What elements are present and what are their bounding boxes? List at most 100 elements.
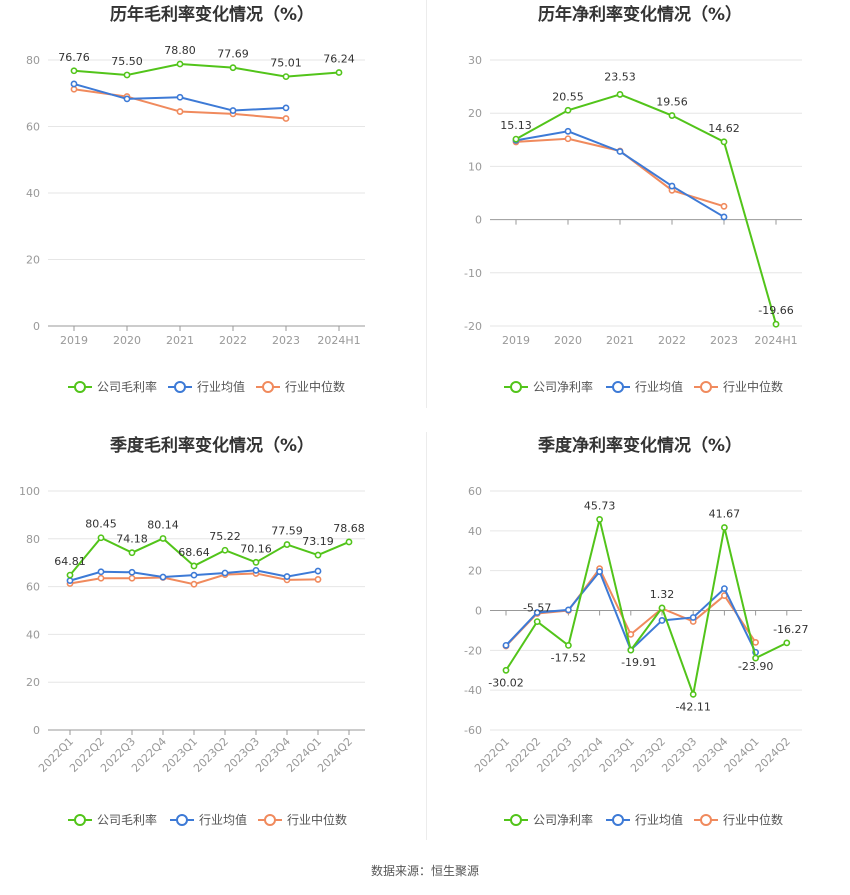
data-label: 75.01 [270, 57, 302, 70]
x-tick-label: 2024Q2 [753, 735, 793, 775]
data-point [283, 573, 291, 580]
data-point [627, 631, 635, 638]
x-tick-label: 2020 [113, 334, 141, 347]
legend-label: 公司毛利率 [97, 379, 157, 394]
data-point [564, 106, 572, 114]
y-tick-label: 0 [33, 724, 40, 737]
chart-title: 季度净利率变化情况（%） [538, 435, 742, 456]
x-tick-label: 2024H1 [317, 334, 360, 347]
y-tick-label: 60 [468, 485, 482, 498]
data-label: 1.32 [650, 588, 675, 601]
data-point [123, 71, 131, 79]
data-point [190, 580, 198, 588]
y-tick-label: 80 [26, 54, 40, 67]
data-point [533, 609, 541, 616]
data-point [689, 690, 697, 698]
legend-swatch-marker [74, 381, 86, 393]
y-tick-label: 40 [26, 187, 40, 200]
y-tick-label: -10 [464, 267, 482, 280]
data-point [314, 576, 322, 583]
data-point [252, 558, 260, 566]
data-point [345, 538, 353, 546]
chart-quarter-gross: 季度毛利率变化情况（%）0204060801002022Q12022Q22022… [19, 435, 365, 827]
legend-label: 行业均值 [635, 379, 683, 394]
data-label: -23.90 [738, 660, 773, 673]
data-label: -42.11 [675, 700, 710, 713]
legend-label: 公司净利率 [533, 812, 593, 827]
series-line [505, 519, 788, 699]
chart-title: 历年毛利率变化情况（%） [110, 4, 314, 25]
legend-swatch-marker [510, 814, 522, 826]
x-tick-label: 2024Q2 [315, 735, 355, 775]
y-tick-label: 40 [26, 628, 40, 641]
data-point [668, 182, 676, 190]
y-tick-label: 10 [468, 160, 482, 173]
data-label: 68.64 [178, 546, 210, 559]
x-tick-label: 2022 [658, 334, 686, 347]
data-point [221, 546, 229, 554]
data-point [66, 577, 74, 585]
data-label: 19.56 [656, 96, 688, 109]
x-tick-label: 2024H1 [754, 334, 797, 347]
data-label: 75.50 [111, 55, 143, 68]
y-tick-label: 20 [26, 254, 40, 267]
y-tick-label: 20 [468, 107, 482, 120]
legend-label: 行业中位数 [723, 379, 783, 394]
data-label: -19.66 [758, 304, 793, 317]
data-label: 74.18 [116, 533, 148, 546]
legend-label: 行业均值 [635, 812, 683, 827]
vertical-divider [426, 432, 427, 840]
data-point [596, 568, 603, 576]
data-point [190, 562, 198, 570]
x-tick-label: 2020 [554, 334, 582, 347]
legend-label: 行业均值 [197, 379, 245, 394]
legend-label: 行业中位数 [285, 379, 345, 394]
data-point [783, 639, 791, 647]
legend-swatch-marker [612, 814, 624, 826]
series-line [515, 130, 725, 218]
y-tick-label: -20 [464, 644, 482, 657]
legend-swatch-marker [176, 814, 188, 826]
data-point [565, 606, 572, 614]
y-tick-label: 30 [468, 54, 482, 67]
data-point [616, 91, 624, 98]
chart-title: 历年净利率变化情况（%） [538, 4, 742, 25]
data-point [658, 617, 666, 624]
data-point [627, 646, 635, 654]
y-tick-label: -40 [464, 684, 482, 697]
y-tick-label: 100 [19, 485, 40, 498]
data-point [721, 524, 728, 531]
y-tick-label: -20 [464, 320, 482, 333]
source-note: 数据来源：恒生聚源 [370, 864, 479, 878]
legend-label: 行业中位数 [723, 812, 783, 827]
series-line [515, 93, 777, 325]
y-tick-label: 60 [26, 581, 40, 594]
data-point [190, 571, 198, 579]
y-tick-label: 80 [26, 533, 40, 546]
data-label: 80.14 [147, 518, 179, 531]
chart-annual-gross: 历年毛利率变化情况（%） 0 20 40 60 80 2019 2020 2021 2022 202… [26, 4, 365, 394]
data-label: 70.16 [240, 542, 272, 555]
y-tick-label: 0 [475, 605, 482, 618]
x-tick-label: 2021 [166, 334, 194, 347]
data-point [229, 107, 237, 114]
data-point [282, 115, 290, 122]
data-point [502, 666, 510, 674]
series-line [69, 536, 350, 576]
y-tick-label: 0 [33, 320, 40, 333]
data-point [565, 641, 572, 649]
y-tick-label: 60 [26, 121, 40, 134]
x-tick-label: 2019 [60, 334, 88, 347]
x-tick-label: 2023 [272, 334, 300, 347]
data-label: 15.13 [500, 119, 532, 132]
data-point [533, 618, 541, 625]
data-point [159, 535, 167, 542]
data-label: 23.53 [604, 70, 636, 83]
data-label: 45.73 [584, 499, 616, 512]
data-label: 76.24 [323, 53, 355, 66]
y-tick-label: 40 [468, 525, 482, 538]
legend-label: 公司毛利率 [97, 812, 157, 827]
legend-swatch-marker [700, 814, 712, 826]
